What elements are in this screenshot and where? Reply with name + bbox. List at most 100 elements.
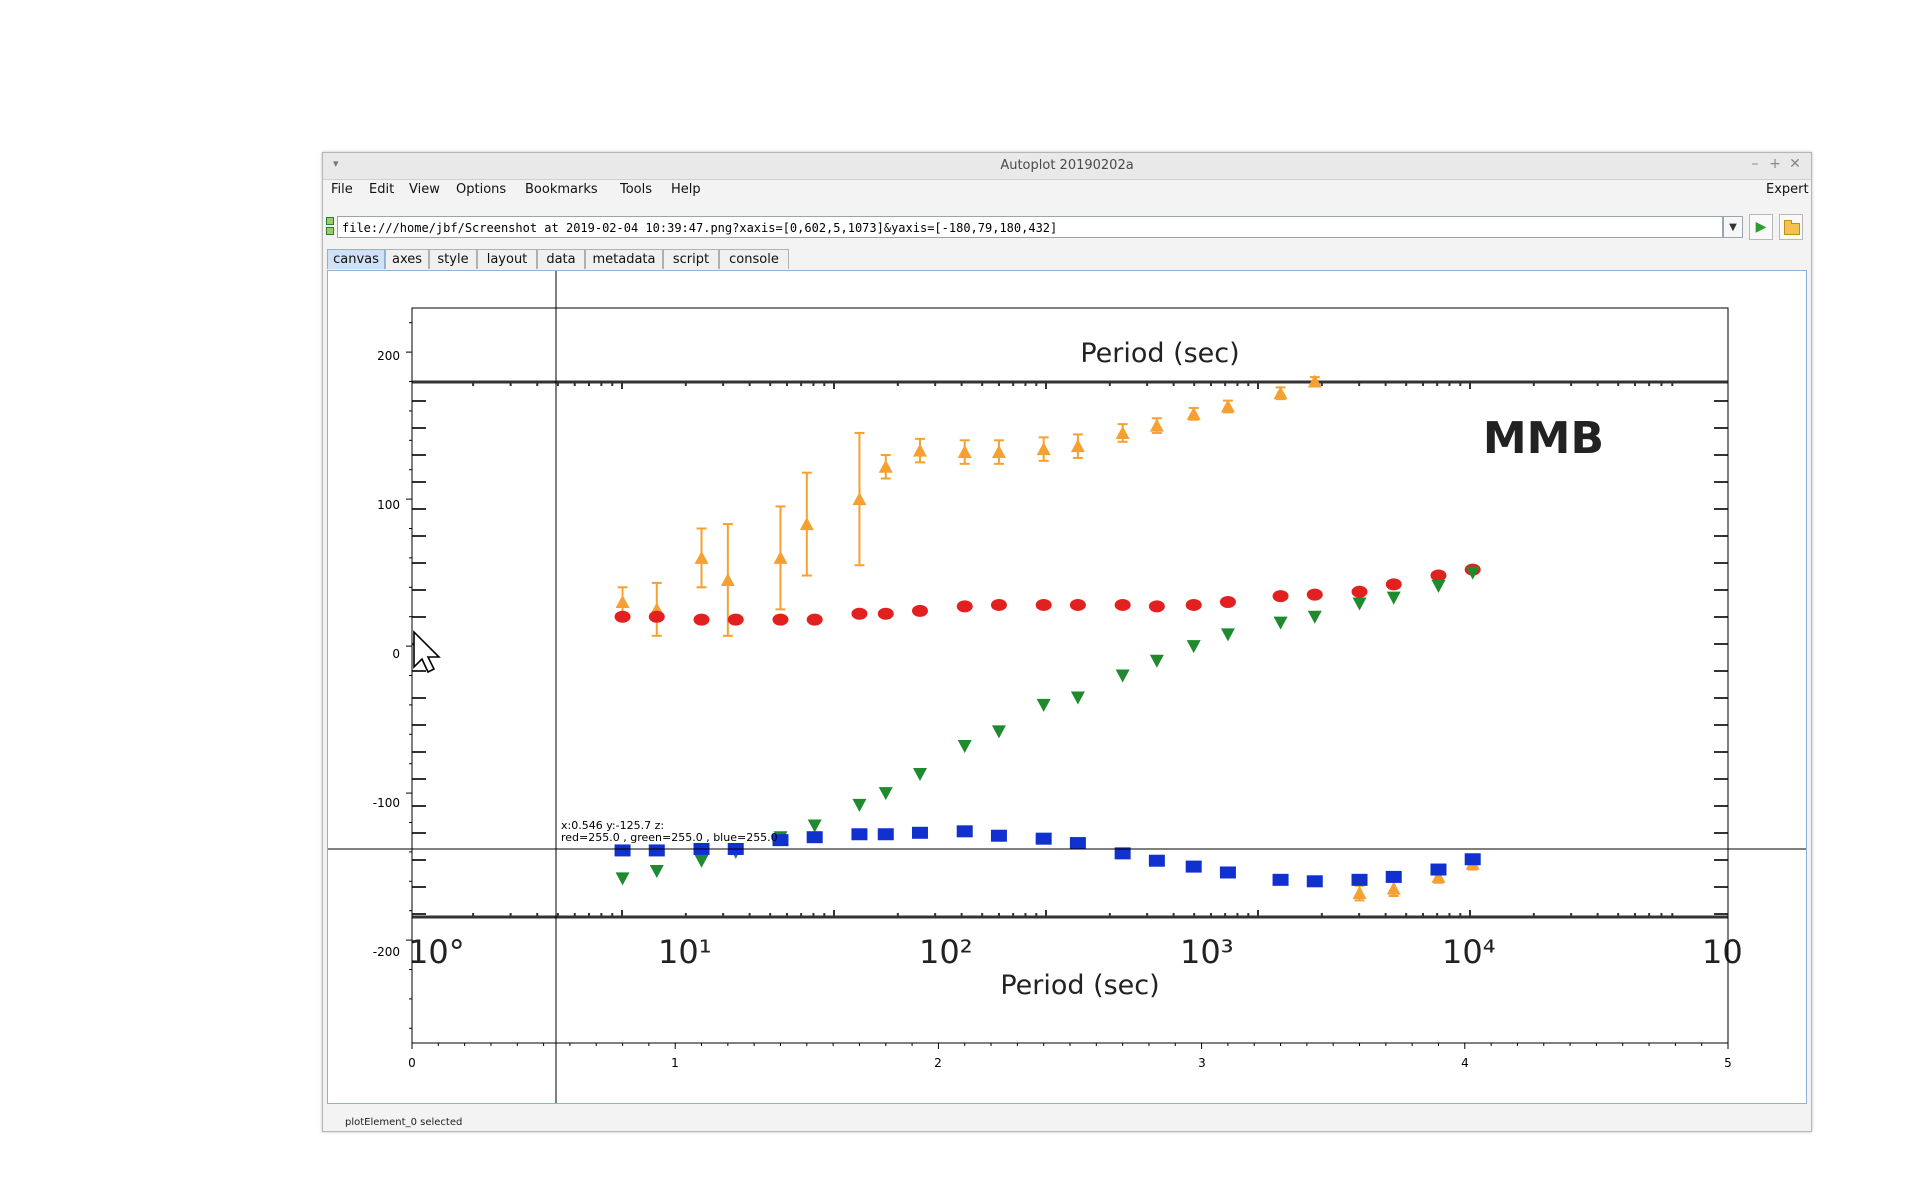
close-icon[interactable]: ✕ bbox=[1789, 156, 1801, 172]
green-triangle-marker bbox=[615, 872, 630, 886]
orange-triangle-marker bbox=[1115, 425, 1130, 439]
status-text: plotElement_0 selected bbox=[345, 1117, 463, 1128]
menu-help[interactable]: Help bbox=[671, 182, 701, 197]
red-circle-marker bbox=[851, 607, 868, 620]
green-triangle-marker bbox=[1386, 591, 1401, 605]
tab-layout[interactable]: layout bbox=[477, 249, 537, 269]
blue-square-marker bbox=[772, 834, 789, 847]
red-circle-marker bbox=[1114, 598, 1131, 611]
tab-canvas[interactable]: canvas bbox=[327, 249, 385, 269]
plot-svg[interactable]: Period (sec) MMB 10° 10¹ 10² 10³ 10⁴ 10 … bbox=[328, 271, 1806, 1103]
green-triangle-marker bbox=[1273, 616, 1288, 630]
red-circle-marker bbox=[614, 610, 631, 623]
orange-triangle-marker bbox=[991, 445, 1006, 459]
orange-triangle-marker bbox=[878, 459, 893, 473]
play-icon[interactable]: ▶ bbox=[1749, 214, 1773, 240]
red-circle-marker bbox=[1351, 585, 1368, 598]
orange-triangle-marker bbox=[912, 443, 927, 457]
green-triangle-marker bbox=[957, 740, 972, 754]
orange-triangle-marker bbox=[615, 595, 630, 608]
embedded-x-tick-label: 10² bbox=[919, 933, 973, 971]
y-tick-label: -200 bbox=[373, 945, 400, 959]
orange-triangle-marker bbox=[1186, 406, 1201, 420]
green-triangle-marker bbox=[649, 865, 664, 879]
blue-square-marker bbox=[990, 829, 1007, 842]
embedded-image: Period (sec) MMB 10° 10¹ 10² 10³ 10⁴ 10 … bbox=[408, 308, 1743, 1043]
uri-input[interactable]: file:///home/jbf/Screenshot at 2019-02-0… bbox=[337, 216, 1723, 238]
blue-square-marker bbox=[1306, 875, 1323, 888]
orange-triangle-marker bbox=[694, 550, 709, 564]
tab-style[interactable]: style bbox=[429, 249, 477, 269]
tab-data[interactable]: data bbox=[537, 249, 585, 269]
mouse-pointer-icon bbox=[413, 630, 441, 674]
green-triangle-marker bbox=[1186, 640, 1201, 654]
blue-square-marker bbox=[956, 825, 973, 838]
embedded-x-tick-label: 10¹ bbox=[658, 933, 712, 971]
window-title: Autoplot 20190202a bbox=[1000, 158, 1134, 173]
tab-metadata[interactable]: metadata bbox=[585, 249, 663, 269]
red-circle-marker bbox=[693, 613, 710, 626]
green-triangle-marker bbox=[852, 798, 867, 812]
blue-square-marker bbox=[851, 828, 868, 841]
menu-bar: File Edit View Options Bookmarks Tools H… bbox=[323, 179, 1811, 201]
orange-triangle-marker bbox=[720, 572, 735, 586]
menu-file[interactable]: File bbox=[331, 182, 353, 197]
url-row: file:///home/jbf/Screenshot at 2019-02-0… bbox=[323, 211, 1811, 241]
red-circle-marker bbox=[648, 610, 665, 623]
embedded-x-tick-label: 10° bbox=[408, 933, 465, 971]
data-source-icon bbox=[326, 217, 334, 235]
red-circle-marker bbox=[806, 613, 823, 626]
folder-icon[interactable] bbox=[1779, 214, 1803, 240]
plot-canvas[interactable]: Period (sec) MMB 10° 10¹ 10² 10³ 10⁴ 10 … bbox=[327, 270, 1807, 1104]
x-tick-label: 2 bbox=[934, 1056, 942, 1070]
green-triangle-marker bbox=[694, 854, 709, 868]
menu-view[interactable]: View bbox=[409, 182, 440, 197]
red-circle-marker bbox=[1306, 588, 1323, 601]
x-tick-label: 5 bbox=[1724, 1056, 1732, 1070]
crosshair-readout-line2: red=255.0 , green=255.0 , blue=255.0 bbox=[561, 831, 778, 844]
y-tick-label: 200 bbox=[377, 349, 400, 363]
red-circle-marker bbox=[1185, 598, 1202, 611]
menu-edit[interactable]: Edit bbox=[369, 182, 395, 197]
blue-square-marker bbox=[1069, 837, 1086, 850]
embedded-axis-ticks bbox=[412, 382, 1728, 917]
blue-square-marker bbox=[1219, 866, 1236, 879]
crosshair-readout-line1: x:0.546 y:-125.7 z: bbox=[561, 819, 664, 832]
green-triangle-marker bbox=[1307, 610, 1322, 624]
red-circle-marker bbox=[1430, 569, 1447, 582]
embedded-station-label: MMB bbox=[1483, 413, 1604, 464]
red-circle-marker bbox=[1148, 600, 1165, 613]
red-circle-marker bbox=[1069, 598, 1086, 611]
menu-expert[interactable]: Expert bbox=[1766, 182, 1809, 197]
blue-square-marker bbox=[1430, 863, 1447, 876]
red-circle-marker bbox=[877, 607, 894, 620]
x-tick-label: 3 bbox=[1198, 1056, 1206, 1070]
blue-square-marker bbox=[877, 828, 894, 841]
menu-tools[interactable]: Tools bbox=[620, 182, 653, 197]
menu-options[interactable]: Options bbox=[456, 182, 507, 197]
title-bar[interactable]: ▾ Autoplot 20190202a – + ✕ bbox=[323, 153, 1811, 180]
autoplot-window: ▾ Autoplot 20190202a – + ✕ File Edit Vie… bbox=[322, 152, 1812, 1132]
tab-script[interactable]: script bbox=[663, 249, 719, 269]
minimize-icon[interactable]: – bbox=[1751, 156, 1759, 172]
embedded-x-tick-label: 10 bbox=[1702, 933, 1743, 971]
maximize-icon[interactable]: + bbox=[1769, 156, 1781, 172]
window-menu-icon[interactable]: ▾ bbox=[333, 157, 339, 170]
x-tick-label: 0 bbox=[408, 1056, 416, 1070]
y-tick-label: -100 bbox=[373, 796, 400, 810]
red-circle-marker bbox=[911, 604, 928, 617]
green-triangle-marker bbox=[1149, 654, 1164, 668]
orange-triangle-marker bbox=[1220, 399, 1235, 413]
green-triangle-marker bbox=[1352, 597, 1367, 611]
tab-axes[interactable]: axes bbox=[385, 249, 429, 269]
menu-bookmarks[interactable]: Bookmarks bbox=[525, 182, 598, 197]
chevron-down-icon[interactable]: ▼ bbox=[1723, 216, 1743, 238]
embedded-x-tick-labels: 10° 10¹ 10² 10³ 10⁴ 10 bbox=[408, 933, 1743, 971]
orange-triangle-marker bbox=[852, 492, 867, 506]
green-triangle-marker bbox=[1070, 691, 1085, 705]
green-triangle-marker bbox=[1036, 698, 1051, 712]
blue-square-marker bbox=[1272, 873, 1289, 886]
blue-square-marker bbox=[911, 826, 928, 839]
tab-console[interactable]: console bbox=[719, 249, 789, 269]
green-triangle-marker bbox=[1220, 628, 1235, 642]
